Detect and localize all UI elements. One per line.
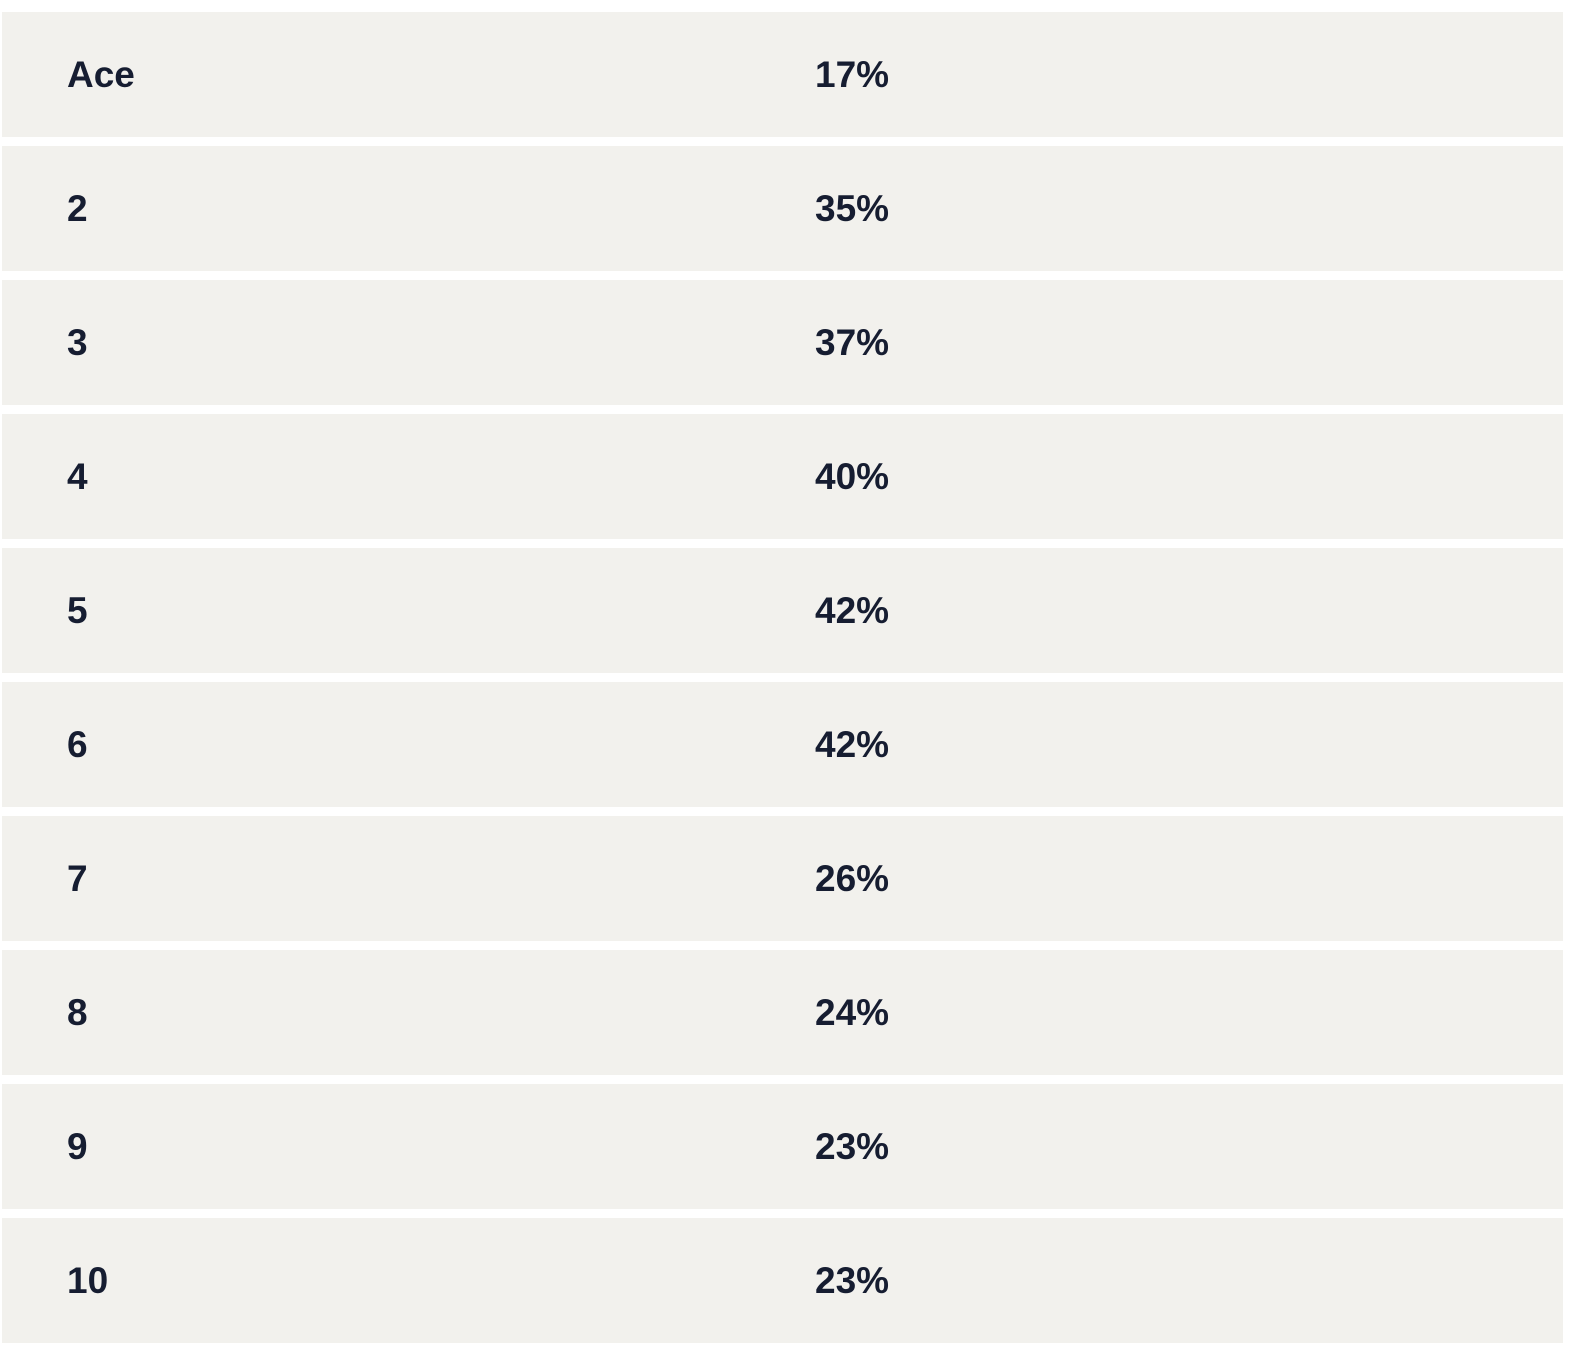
- bust-percentage-value: 40%: [815, 456, 890, 497]
- card-label: 8: [67, 992, 88, 1033]
- table-row: 3 37%: [2, 280, 1563, 405]
- card-label: 9: [67, 1126, 88, 1167]
- table-row: 7 26%: [2, 816, 1563, 941]
- card-label: 10: [67, 1260, 109, 1301]
- table-row: Ace 17%: [2, 12, 1563, 137]
- bust-percentage-value: 23%: [815, 1260, 890, 1301]
- table-row: 8 24%: [2, 950, 1563, 1075]
- bust-percentage-value: 17%: [815, 54, 890, 95]
- bust-percentage-value: 35%: [815, 188, 890, 229]
- bust-percentage-value: 26%: [815, 858, 890, 899]
- card-label: 5: [67, 590, 88, 631]
- table-row: 4 40%: [2, 414, 1563, 539]
- card-label: 4: [67, 456, 88, 497]
- card-label: 3: [67, 322, 88, 363]
- card-label: Ace: [67, 54, 135, 95]
- bust-percentage-value: 42%: [815, 724, 890, 765]
- card-label: 7: [67, 858, 88, 899]
- table-row: 10 23%: [2, 1218, 1563, 1343]
- bust-percentage-value: 37%: [815, 322, 890, 363]
- table-row: 6 42%: [2, 682, 1563, 807]
- card-label: 2: [67, 188, 88, 229]
- bust-percentage-value: 42%: [815, 590, 890, 631]
- bust-percentage-value: 23%: [815, 1126, 890, 1167]
- table-row: 2 35%: [2, 146, 1563, 271]
- bust-percentage-value: 24%: [815, 992, 890, 1033]
- card-label: 6: [67, 724, 88, 765]
- table-row: 5 42%: [2, 548, 1563, 673]
- table-row: 9 23%: [2, 1084, 1563, 1209]
